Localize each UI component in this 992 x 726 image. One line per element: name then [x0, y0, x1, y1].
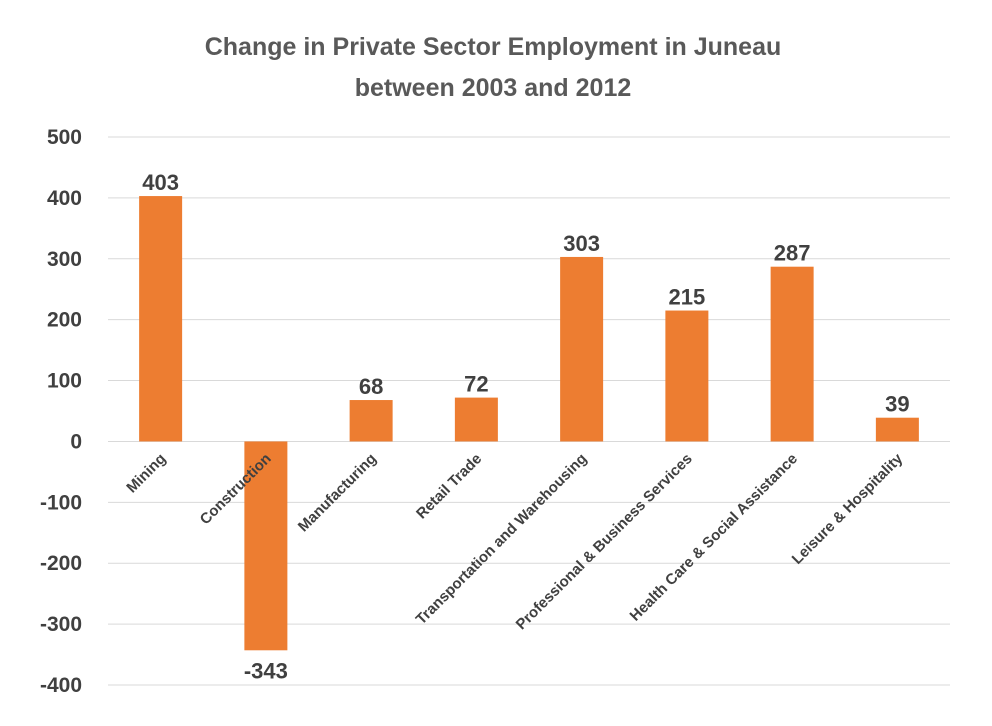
x-tick-label: Mining: [123, 450, 169, 496]
bar: [244, 441, 288, 651]
y-tick-label: -200: [40, 552, 82, 575]
data-label: 287: [774, 241, 811, 266]
data-labels: 403 -343 68 72 303 215 287 39: [142, 170, 909, 683]
data-label: 72: [464, 372, 488, 397]
x-tick-label: Transportation and Warehousing: [413, 450, 591, 628]
y-tick-label: 500: [47, 126, 82, 149]
bar: [875, 417, 919, 442]
bar: [770, 266, 814, 442]
y-axis-tick-labels: 500 400 300 200 100 0 -100 -200 -300 -400: [40, 126, 82, 697]
y-tick-label: 200: [47, 309, 82, 332]
data-label: 39: [885, 392, 909, 417]
y-tick-label: 100: [47, 370, 82, 393]
data-label: 215: [669, 285, 706, 310]
bar: [139, 196, 183, 442]
y-tick-label: -100: [40, 491, 82, 514]
x-axis-tick-labels: Mining Construction Manufacturing Retail Tr…: [123, 450, 906, 633]
y-tick-label: 400: [47, 187, 82, 210]
data-label: 403: [142, 170, 179, 195]
bar: [349, 400, 393, 442]
gridlines: [108, 136, 950, 686]
chart-title-line-2: between 2003 and 2012: [355, 74, 632, 102]
bar: [665, 310, 709, 442]
y-tick-label: 300: [47, 248, 82, 271]
data-label: 68: [359, 374, 383, 399]
data-label: 303: [563, 231, 600, 256]
x-tick-label: Retail Trade: [413, 450, 485, 522]
y-tick-label: -300: [40, 613, 82, 636]
bar: [560, 256, 604, 442]
data-label: -343: [244, 658, 288, 683]
x-tick-label: Health Care & Social Assistance: [627, 450, 801, 624]
bars: [139, 196, 919, 651]
y-tick-label: -400: [40, 674, 82, 697]
x-tick-label: Leisure & Hospitality: [789, 450, 907, 568]
bar: [454, 397, 498, 442]
y-tick-label: 0: [70, 430, 82, 453]
x-tick-label: Professional & Business Services: [513, 450, 696, 633]
x-tick-label: Manufacturing: [295, 450, 380, 535]
chart-title-line-1: Change in Private Sector Employment in J…: [205, 33, 782, 61]
